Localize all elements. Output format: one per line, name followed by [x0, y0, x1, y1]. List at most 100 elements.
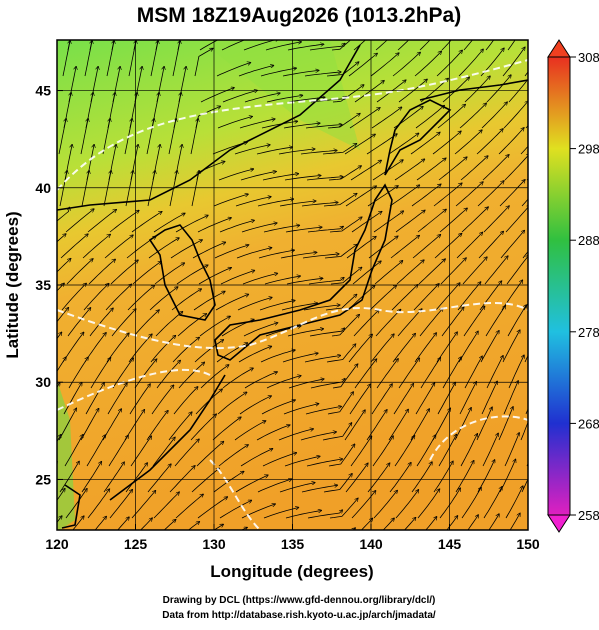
streamline — [129, 384, 150, 415]
streamline — [307, 510, 342, 519]
streamline — [354, 81, 384, 103]
streamline — [418, 259, 445, 285]
streamline — [436, 50, 462, 77]
streamline — [410, 132, 440, 155]
streamline — [81, 462, 101, 493]
streamline — [419, 308, 443, 337]
streamline — [303, 305, 340, 311]
streamline — [527, 517, 528, 518]
streamline — [64, 435, 83, 467]
streamline — [154, 263, 184, 285]
temperature-field — [57, 40, 360, 150]
streamline — [410, 409, 429, 441]
streamline — [477, 181, 504, 207]
streamline — [234, 421, 266, 441]
streamline — [476, 129, 503, 155]
streamline — [279, 483, 315, 493]
streamline — [446, 516, 458, 530]
streamline — [354, 359, 377, 389]
streamline — [350, 160, 381, 181]
streamline — [65, 489, 87, 519]
streamline — [441, 40, 452, 51]
streamline — [521, 198, 528, 207]
streamline — [176, 265, 208, 285]
streamline — [72, 516, 84, 530]
streamline — [238, 346, 271, 363]
streamline — [110, 260, 138, 285]
y-tick-label: 35 — [35, 277, 51, 293]
streamline — [156, 361, 180, 389]
streamline — [327, 114, 360, 129]
streamline — [303, 539, 339, 544]
streamline — [216, 63, 250, 77]
streamline — [353, 310, 379, 337]
streamline — [301, 202, 338, 207]
streamline — [239, 396, 271, 415]
streamline — [397, 309, 422, 337]
streamline — [442, 357, 461, 389]
streamline — [149, 287, 178, 311]
streamline — [103, 171, 111, 207]
streamline — [413, 284, 439, 311]
streamline — [440, 258, 466, 285]
streamline — [279, 201, 316, 207]
streamline — [282, 353, 318, 363]
streamline — [214, 245, 249, 259]
streamline — [416, 158, 446, 181]
streamline — [261, 400, 295, 415]
streamline — [63, 383, 82, 415]
streamline — [187, 522, 199, 530]
streamline — [526, 462, 528, 467]
streamline — [432, 408, 450, 441]
streamline — [348, 54, 377, 77]
streamline — [525, 125, 528, 129]
streamline — [382, 518, 394, 530]
streamline — [300, 150, 337, 155]
title: MSM 18Z19Aug2026 (1013.2hPa) — [137, 4, 461, 27]
streamline — [344, 134, 375, 155]
streamline — [177, 314, 206, 337]
colorbar-tick-label: 268 — [578, 416, 599, 431]
streamline — [307, 227, 343, 233]
streamline — [458, 49, 483, 77]
streamline — [350, 436, 372, 467]
streamline — [169, 466, 195, 493]
x-tick-label: 130 — [202, 536, 226, 552]
streamline — [57, 234, 66, 243]
streamline — [460, 156, 488, 181]
streamline — [371, 384, 392, 415]
streamline — [442, 77, 469, 103]
streamline — [530, 19, 549, 50]
streamline — [366, 410, 387, 441]
streamline — [61, 283, 86, 311]
streamline — [414, 51, 441, 77]
streamline — [46, 15, 53, 50]
streamline — [128, 334, 152, 363]
streamline — [57, 435, 61, 443]
streamline — [262, 453, 296, 467]
streamline — [193, 292, 225, 311]
streamline — [439, 208, 467, 233]
streamline — [146, 119, 154, 155]
streamline — [417, 209, 446, 233]
streamline — [106, 333, 129, 363]
streamline — [219, 500, 251, 519]
streamline — [305, 407, 341, 415]
streamline — [86, 435, 105, 467]
streamline — [509, 513, 520, 530]
streamline — [151, 385, 174, 415]
streamline — [155, 312, 183, 337]
streamline — [172, 41, 180, 77]
streamline — [504, 154, 528, 181]
streamline — [212, 417, 241, 441]
streamline — [140, 518, 152, 530]
streamline — [439, 488, 460, 519]
streamline — [218, 445, 248, 467]
streamline — [456, 233, 482, 259]
streamline — [306, 459, 342, 467]
streamline — [392, 52, 420, 77]
colorbar-tick-label: 288 — [578, 233, 599, 248]
streamline — [478, 232, 503, 259]
streamline — [502, 330, 520, 363]
streamline — [111, 309, 136, 337]
